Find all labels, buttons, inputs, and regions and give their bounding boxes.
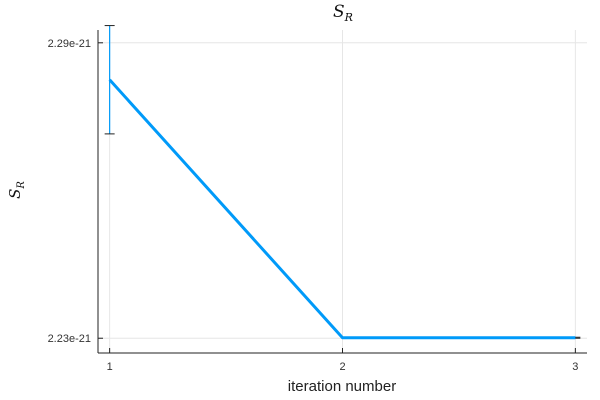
- series: [104, 25, 581, 340]
- grid: [98, 30, 587, 353]
- y-axis-label-sub: R: [16, 181, 27, 190]
- chart-title-main: S: [333, 2, 345, 22]
- x-ticks: 1 2 3: [107, 348, 578, 373]
- x-tick-label: 2: [339, 361, 345, 373]
- y-axis-label-main: S: [6, 189, 24, 199]
- y-axis-label: SR: [6, 181, 27, 199]
- chart-title: SR: [333, 2, 353, 24]
- x-tick-label: 1: [107, 361, 113, 373]
- x-tick-label: 3: [572, 361, 578, 373]
- chart-title-sub: R: [344, 11, 353, 24]
- x-axis-label: iteration number: [288, 378, 396, 395]
- y-tick-label: 2.23e-21: [48, 333, 91, 345]
- y-tick-label: 2.29e-21: [48, 38, 91, 50]
- series-line: [108, 78, 576, 340]
- y-ticks: 2.29e-21 2.23e-21: [48, 38, 103, 345]
